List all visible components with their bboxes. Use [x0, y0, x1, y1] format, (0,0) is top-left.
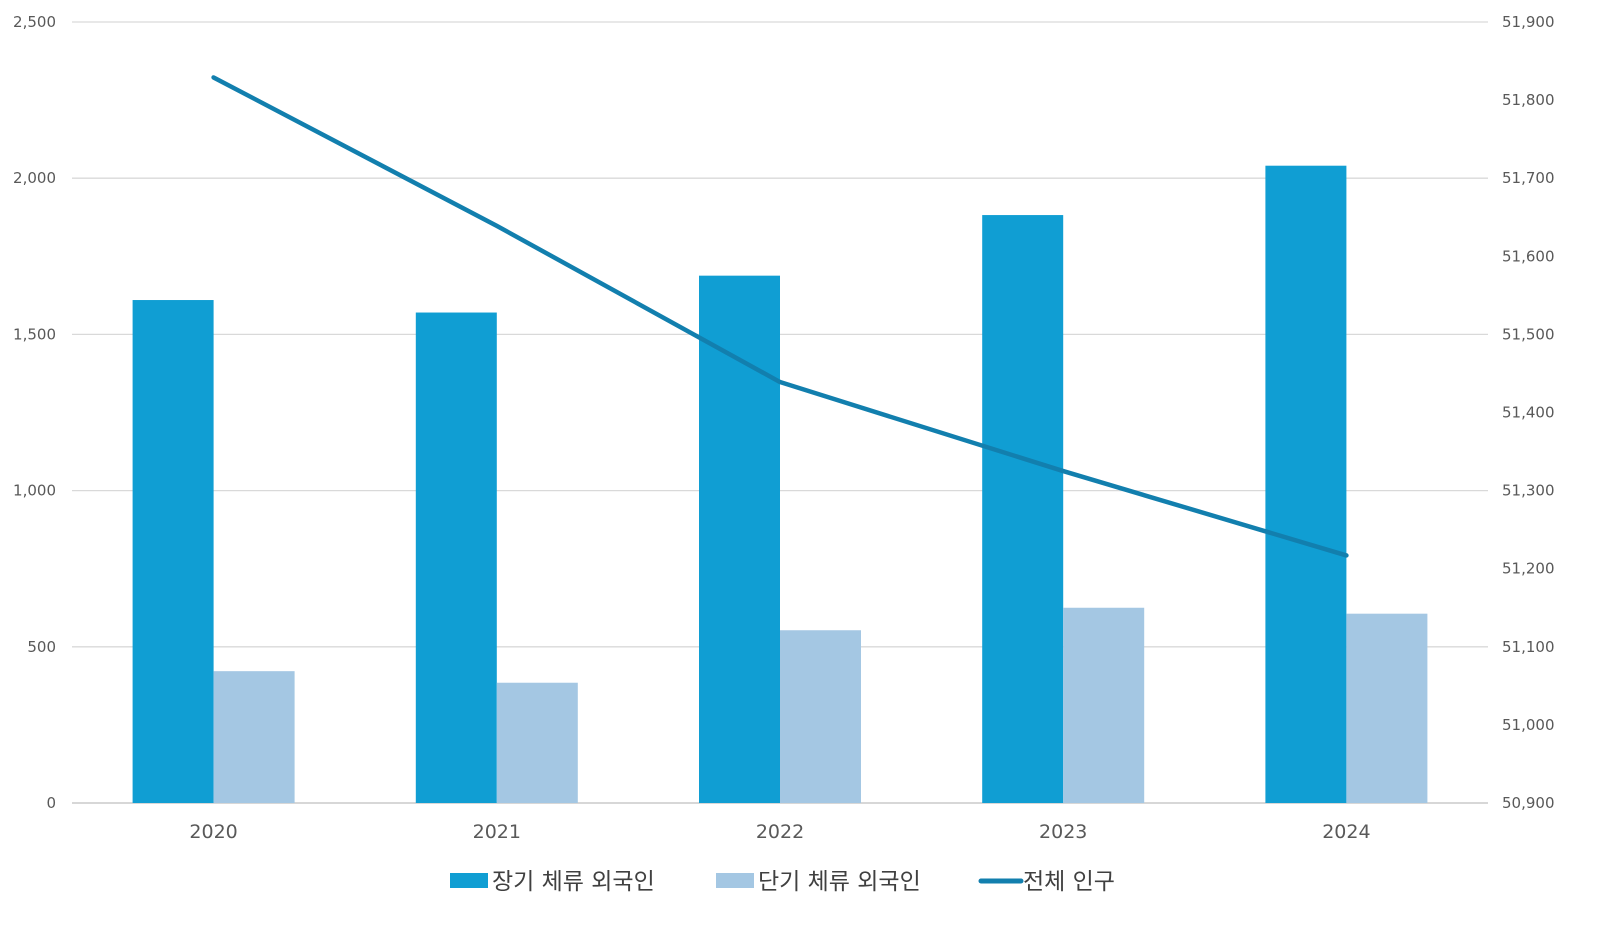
- legend-swatch: [450, 873, 488, 888]
- bar-1: [1265, 165, 1347, 804]
- y-tick-label-left: 0: [46, 794, 56, 812]
- bar-1: [132, 300, 214, 803]
- y-tick-label-right: 51,600: [1502, 247, 1555, 265]
- y-tick-label-left: 2,500: [13, 13, 56, 31]
- bar-2: [496, 682, 578, 803]
- y-tick-label-left: 1,500: [13, 325, 56, 343]
- x-axis: 2020 2021 2022 2023 2024: [189, 821, 1370, 843]
- x-tick-label: 2020: [189, 821, 237, 843]
- line-series: [211, 75, 1349, 558]
- legend-label: 전체 인구: [1023, 869, 1115, 895]
- y-tick-label-right: 51,300: [1502, 482, 1555, 500]
- bar-1: [982, 215, 1064, 803]
- y-tick-label-right: 51,500: [1502, 325, 1555, 343]
- bars: [132, 165, 1428, 804]
- bar-2: [780, 630, 861, 803]
- x-tick-label: 2024: [1322, 821, 1370, 843]
- bar-2: [213, 671, 295, 803]
- y-tick-label-right: 50,900: [1502, 794, 1555, 812]
- y-tick-label-right: 51,700: [1502, 169, 1555, 187]
- bar-2: [1346, 613, 1428, 803]
- bar-1: [415, 312, 497, 803]
- y-tick-label-right: 51,100: [1502, 638, 1555, 656]
- y-tick-label-left: 1,000: [13, 482, 56, 500]
- y-tick-label-right: 51,900: [1502, 13, 1555, 31]
- bar-1: [699, 275, 780, 803]
- y-tick-label-left: 500: [27, 638, 56, 656]
- legend-label: 단기 체류 외국인: [758, 869, 921, 895]
- x-tick-label: 2022: [756, 821, 804, 843]
- y-axis-left: 0 500 1,000 1,500 2,000 2,500: [13, 13, 56, 812]
- y-axis-right: 50,900 51,000 51,100 51,200 51,300 51,400 51,5…: [1502, 13, 1555, 812]
- x-tick-label: 2021: [473, 821, 521, 843]
- y-tick-label-right: 51,800: [1502, 91, 1555, 109]
- y-tick-label-left: 2,000: [13, 169, 56, 187]
- legend-swatch: [716, 873, 754, 888]
- line-total-population: [211, 75, 1349, 558]
- legend: 장기 체류 외국인 단기 체류 외국인 전체 인구: [450, 869, 1115, 895]
- x-tick-label: 2023: [1039, 821, 1087, 843]
- y-tick-label-right: 51,000: [1502, 716, 1555, 734]
- y-tick-label-right: 51,400: [1502, 404, 1555, 422]
- bar-2: [1063, 607, 1145, 803]
- legend-label: 장기 체류 외국인: [492, 869, 655, 895]
- y-tick-label-right: 51,200: [1502, 560, 1555, 578]
